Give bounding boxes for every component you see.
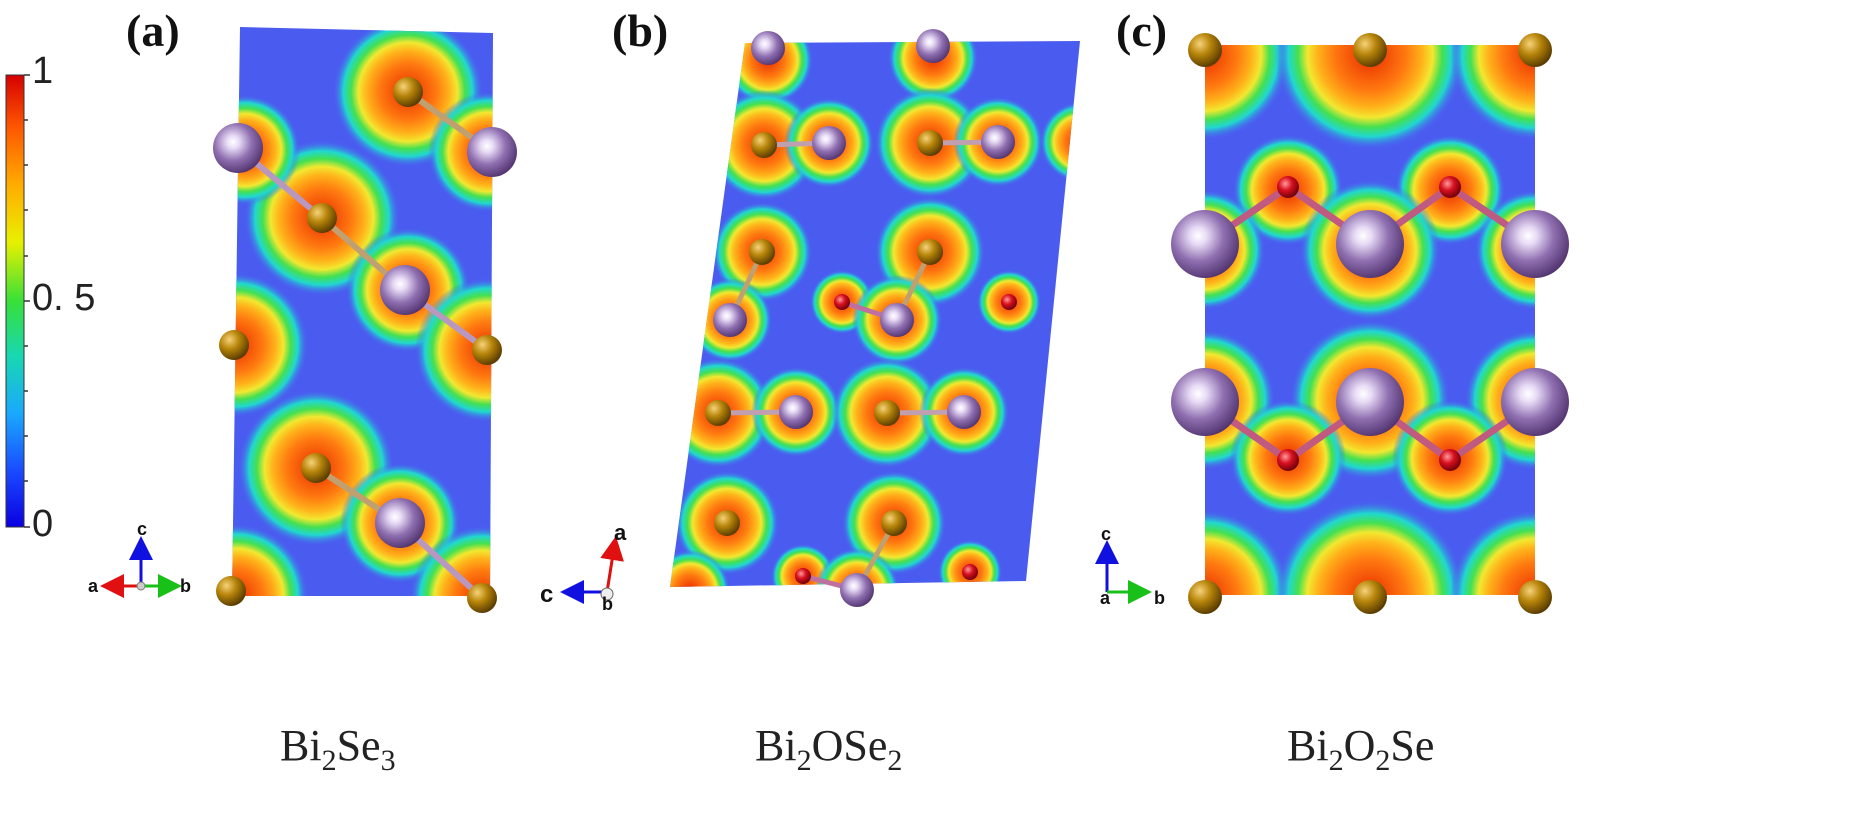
bi-atom <box>880 303 914 337</box>
se-atom <box>1518 580 1552 614</box>
se-atom <box>714 510 740 536</box>
panel-a-axis-triad: c a b <box>88 519 191 598</box>
bi-atom <box>840 573 874 607</box>
colorbar <box>5 74 25 528</box>
bi-atom <box>916 29 950 63</box>
o-atom <box>1439 176 1461 198</box>
se-atom <box>393 77 423 107</box>
o-atom <box>1439 449 1461 471</box>
se-atom <box>1353 580 1387 614</box>
panel-c-map <box>1205 45 1535 595</box>
se-atom <box>301 453 331 483</box>
caption-bi2se3: Bi2Se3 <box>280 721 396 777</box>
se-atom <box>1188 33 1222 67</box>
panel-c-atoms <box>1171 33 1569 614</box>
bi-atom <box>981 125 1015 159</box>
se-atom <box>472 335 502 365</box>
axis-label-a: a <box>1100 588 1111 608</box>
se-atom <box>307 203 337 233</box>
bi-atom <box>467 127 517 177</box>
bi-atom <box>751 31 785 65</box>
bi-atom <box>1171 368 1239 436</box>
axis-label-b: b <box>180 576 191 596</box>
colorbar-tick-mid: 0. 5 <box>32 277 96 319</box>
bi-atom <box>1501 368 1569 436</box>
se-atom <box>751 132 777 158</box>
o-atom <box>1277 449 1299 471</box>
o-atom <box>1277 176 1299 198</box>
bi-atom <box>213 123 263 173</box>
caption-bi2ose2: Bi2OSe2 <box>755 721 903 777</box>
bi-atom <box>779 395 813 429</box>
bi-atom <box>947 395 981 429</box>
bi-atom <box>1336 210 1404 278</box>
se-atom <box>219 330 249 360</box>
axis-label-c: c <box>540 581 553 608</box>
se-atom <box>874 400 900 426</box>
se-atom <box>917 239 943 265</box>
colorbar-tick-max: 1 <box>32 50 54 92</box>
colorbar-tick-min: 0 <box>32 503 54 545</box>
bi-atom <box>812 126 846 160</box>
axis-label-c: c <box>1101 524 1111 544</box>
se-atom <box>881 510 907 536</box>
se-atom <box>1518 33 1552 67</box>
panel-a-atoms <box>213 77 517 613</box>
panel-b-atoms <box>705 29 1017 607</box>
o-atom <box>1001 294 1017 310</box>
se-atom <box>1188 580 1222 614</box>
bi-atom <box>1501 210 1569 278</box>
o-atom <box>962 564 978 580</box>
axis-label-b: b <box>1154 588 1165 608</box>
bi-atom <box>1336 368 1404 436</box>
panel-label-a: (a) <box>126 5 180 56</box>
axis-label-a: a <box>88 576 99 596</box>
se-atom <box>705 400 731 426</box>
o-atom <box>834 294 850 310</box>
bi-atom <box>375 498 425 548</box>
panel-label-c: (c) <box>1116 5 1168 56</box>
panel-b-axis-triad: a c b <box>540 520 627 614</box>
axis-label-b: b <box>602 594 613 614</box>
bi-atom <box>713 303 747 337</box>
colorbar-minor-ticks <box>24 74 30 528</box>
o-atom <box>795 568 811 584</box>
bi-atom <box>380 265 430 315</box>
se-atom <box>1353 33 1387 67</box>
axis-label-a: a <box>614 520 627 545</box>
panel-label-b: (b) <box>612 5 669 56</box>
panel-c-axis-triad: c a b <box>1095 524 1165 608</box>
se-atom <box>216 576 246 606</box>
axis-label-c: c <box>137 519 147 539</box>
bi-atom <box>1171 210 1239 278</box>
caption-bi2o2se: Bi2O2Se <box>1287 721 1435 777</box>
se-atom <box>467 583 497 613</box>
se-atom <box>917 130 943 156</box>
se-atom <box>749 239 775 265</box>
